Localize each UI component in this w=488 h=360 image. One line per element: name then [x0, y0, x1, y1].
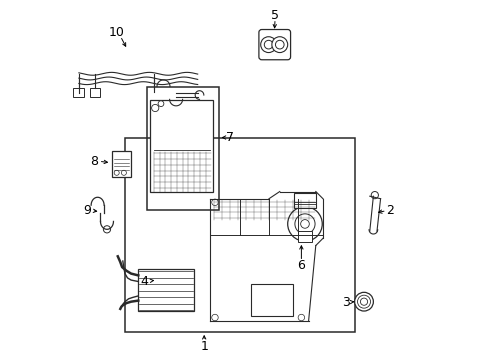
Circle shape	[370, 192, 378, 199]
Circle shape	[294, 214, 314, 234]
Circle shape	[360, 298, 367, 305]
Bar	[146, 87, 218, 210]
Text: 3: 3	[342, 296, 349, 309]
Circle shape	[121, 170, 126, 175]
Circle shape	[300, 220, 309, 228]
Text: 7: 7	[225, 131, 234, 144]
Text: 9: 9	[82, 204, 91, 217]
Text: 1: 1	[200, 340, 208, 353]
Circle shape	[275, 40, 284, 49]
Circle shape	[211, 199, 218, 206]
Circle shape	[103, 226, 110, 233]
Bar	[297, 231, 311, 242]
Circle shape	[114, 170, 119, 175]
Circle shape	[271, 37, 287, 53]
Bar	[138, 269, 194, 311]
Bar	[294, 193, 315, 208]
Bar	[73, 88, 83, 97]
Circle shape	[287, 207, 322, 241]
Text: 8: 8	[90, 155, 98, 168]
Bar	[112, 151, 130, 177]
Circle shape	[151, 104, 159, 112]
FancyBboxPatch shape	[258, 30, 290, 60]
Text: 4: 4	[140, 275, 148, 288]
Bar	[250, 284, 293, 316]
Text: 2: 2	[386, 204, 393, 217]
Text: 6: 6	[297, 259, 305, 272]
Circle shape	[298, 199, 304, 206]
Circle shape	[211, 314, 218, 321]
Circle shape	[357, 295, 370, 308]
Circle shape	[298, 314, 304, 321]
Text: 5: 5	[270, 9, 279, 22]
Bar	[125, 138, 355, 332]
Text: 10: 10	[108, 26, 124, 39]
Circle shape	[264, 40, 272, 49]
Bar	[90, 88, 100, 97]
Circle shape	[158, 101, 163, 107]
Circle shape	[260, 37, 276, 53]
Circle shape	[354, 292, 373, 311]
Bar	[150, 100, 213, 192]
